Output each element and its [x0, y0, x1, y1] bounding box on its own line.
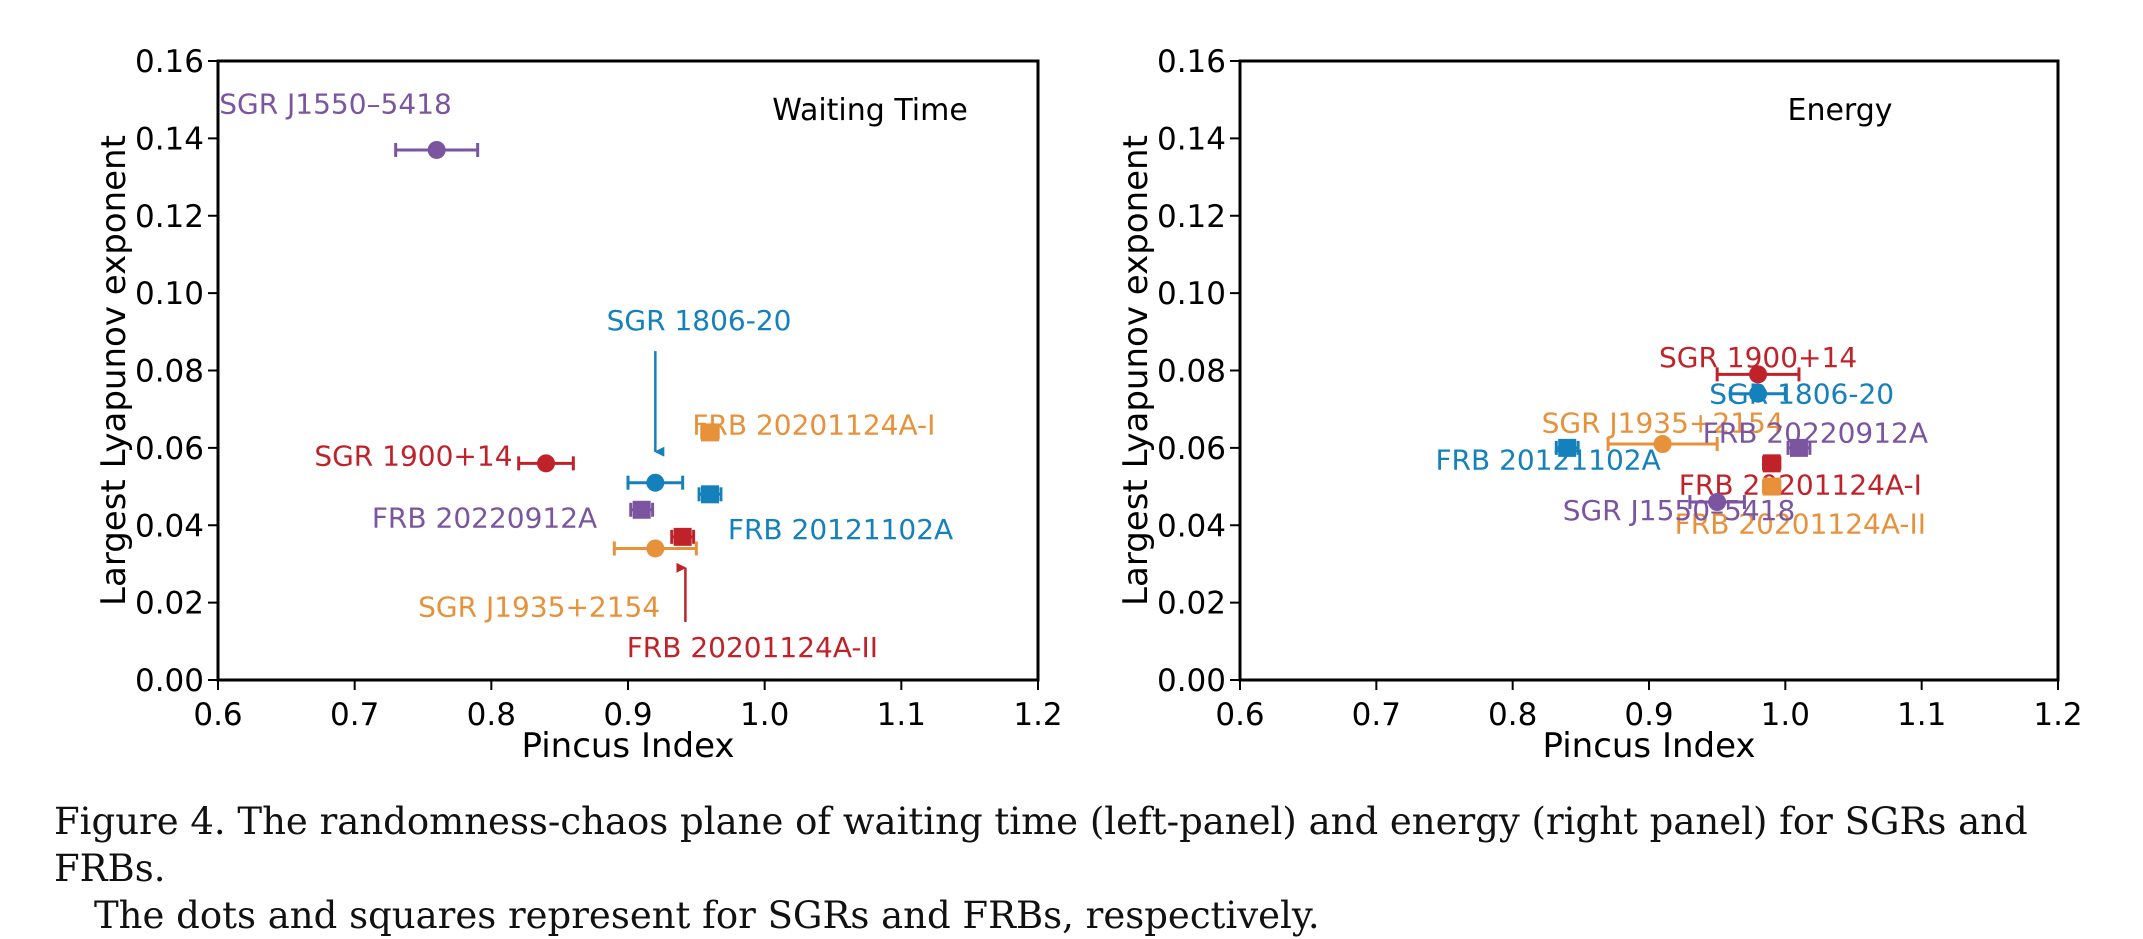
- plot-frame: [216, 59, 1040, 682]
- y-tick-label: 0.16: [1157, 44, 1226, 80]
- caption-line-2: The dots and squares represent for SGRs …: [94, 894, 1320, 937]
- data-point-frb-20220912a: [1786, 438, 1812, 457]
- marker-square: [1558, 438, 1577, 457]
- point-label-sgr-1900-14: SGR 1900+14: [1659, 341, 1857, 374]
- data-point-frb-20201124a-ii: [1762, 477, 1782, 496]
- data-point-sgr-1900-14: [517, 454, 575, 473]
- marker-square: [1762, 477, 1781, 496]
- point-label-sgr-1806-20: SGR 1806-20: [607, 304, 792, 337]
- y-tick-label: 0.04: [135, 508, 204, 544]
- y-tick-label: 0.06: [1157, 431, 1226, 467]
- data-point-sgr-j1935-2154: [612, 539, 698, 558]
- y-tick-label: 0.14: [135, 121, 204, 157]
- y-tick-label: 0.06: [135, 431, 204, 467]
- caption-line-1: Figure 4. The randomness-chaos plane of …: [54, 800, 2028, 890]
- y-tick-label: 0.10: [1157, 276, 1226, 312]
- x-tick-label: 1.0: [1761, 697, 1810, 733]
- x-tick-label: 1.0: [740, 697, 789, 733]
- right-panel-energy: 0.6 0.7 0.8 0.9 1.0 1.1 1.2 0.00 0.02 0.04 0.06 0.0…: [1116, 44, 2083, 766]
- data-point-sgr-1806-20: [1729, 384, 1787, 403]
- x-tick-label: 0.8: [1488, 697, 1537, 733]
- point-label-sgr-1900-14: SGR 1900+14: [314, 440, 512, 473]
- marker-square: [673, 527, 692, 546]
- point-label-sgr-j1550-5418: SGR J1550–5418: [1563, 494, 1796, 527]
- data-point-frb-20121102a: [1554, 438, 1580, 457]
- left-panel-waiting-time: 0.6 0.7 0.8 0.9 1.0 1.1 1.2 0.00 0.02 0.04 0.06 0.0…: [94, 44, 1063, 766]
- point-label-frb-20201124a-i: FRB 20201124A-I: [692, 409, 935, 442]
- data-point-frb-20201124a-ii: [670, 527, 696, 546]
- x-tick-label: 1.2: [2033, 697, 2082, 733]
- data-point-frb-20220912a: [629, 500, 655, 519]
- y-tick-label: 0.14: [1157, 121, 1226, 157]
- x-axis-label: Pincus Index: [1542, 726, 1755, 766]
- data-point-frb-20201124a-i: [1762, 454, 1782, 473]
- y-tick-label: 0.02: [135, 586, 204, 622]
- x-tick-label: 0.8: [467, 697, 516, 733]
- y-tick-label: 0.12: [1157, 199, 1226, 235]
- data-point-sgr-j1550-5418: [394, 140, 480, 159]
- point-label-sgr-j1935-2154: SGR J1935+2154: [1542, 407, 1784, 440]
- marker-dot: [646, 473, 665, 492]
- y-tick-label: 0.04: [1157, 508, 1226, 544]
- point-label-frb-20220912a: FRB 20220912A: [372, 502, 597, 535]
- y-axis-label: Largest Lyapunov exponent: [1116, 135, 1156, 606]
- x-tick-label: 0.6: [193, 697, 242, 733]
- marker-square: [701, 423, 719, 442]
- marker-dot: [1653, 435, 1672, 454]
- x-tick-label: 0.7: [1352, 697, 1401, 733]
- marker-dot: [537, 454, 555, 473]
- y-tick-label: 0.16: [135, 44, 204, 80]
- y-tick-label: 0.00: [135, 663, 204, 699]
- x-tick-label: 1.1: [1897, 697, 1946, 733]
- marker-dot: [646, 539, 665, 558]
- marker-square: [701, 485, 719, 504]
- point-label-frb-20201124a-ii: FRB 20201124A-II: [627, 631, 878, 664]
- panel-title: Energy: [1787, 93, 1892, 128]
- y-axis-label: Largest Lyapunov exponent: [94, 135, 134, 606]
- x-axis-label: Pincus Index: [521, 726, 734, 766]
- marker-dot: [1749, 365, 1768, 384]
- x-tick-label: 0.7: [330, 697, 379, 733]
- point-label-frb-20220912a: FRB 20220912A: [1703, 416, 1928, 449]
- y-tick-label: 0.08: [1157, 354, 1226, 390]
- data-point-frb-20121102a: [697, 485, 723, 504]
- marker-square: [1789, 438, 1808, 457]
- data-point-sgr-j1935-2154: [1606, 435, 1719, 454]
- y-tick-label: 0.02: [1157, 586, 1226, 622]
- data-point-sgr-1806-20: [626, 473, 685, 492]
- x-tick-label: 1.1: [877, 697, 926, 733]
- x-tick-label: 0.6: [1215, 697, 1264, 733]
- marker-dot: [427, 140, 446, 159]
- plot-frame: [1238, 59, 2060, 682]
- point-label-sgr-j1550-5418: SGR J1550–5418: [219, 88, 452, 121]
- point-label-frb-20201124a-ii: FRB 20201124A-II: [1675, 507, 1926, 540]
- data-point-sgr-j1550-5418: [1688, 493, 1746, 512]
- point-label-frb-20121102a: FRB 20121102A: [1435, 443, 1660, 476]
- point-label-sgr-j1935-2154: SGR J1935+2154: [418, 590, 660, 623]
- point-label-frb-20121102a: FRB 20121102A: [728, 513, 953, 546]
- x-tick-label: 0.9: [603, 697, 652, 733]
- x-tick-label: 1.2: [1013, 697, 1062, 733]
- marker-dot: [1749, 384, 1768, 403]
- point-label-sgr-1806-20: SGR 1806-20: [1709, 378, 1894, 411]
- marker-square: [632, 500, 651, 519]
- figure: 0.6 0.7 0.8 0.9 1.0 1.1 1.2 0.00 0.02 0.04 0.06 0.0…: [94, 44, 2083, 766]
- y-tick-label: 0.12: [135, 199, 204, 235]
- y-tick-label: 0.08: [135, 354, 204, 390]
- y-tick-label: 0.10: [135, 276, 204, 312]
- figure-caption: Figure 4. The randomness-chaos plane of …: [54, 798, 2114, 939]
- marker-dot: [1708, 493, 1727, 512]
- panel-title: Waiting Time: [772, 93, 968, 128]
- x-tick-label: 0.9: [1624, 697, 1673, 733]
- data-point-frb-20201124a-i: [700, 423, 720, 442]
- data-point-sgr-1900-14: [1715, 365, 1801, 384]
- y-tick-label: 0.00: [1157, 663, 1226, 699]
- marker-square: [1762, 454, 1781, 473]
